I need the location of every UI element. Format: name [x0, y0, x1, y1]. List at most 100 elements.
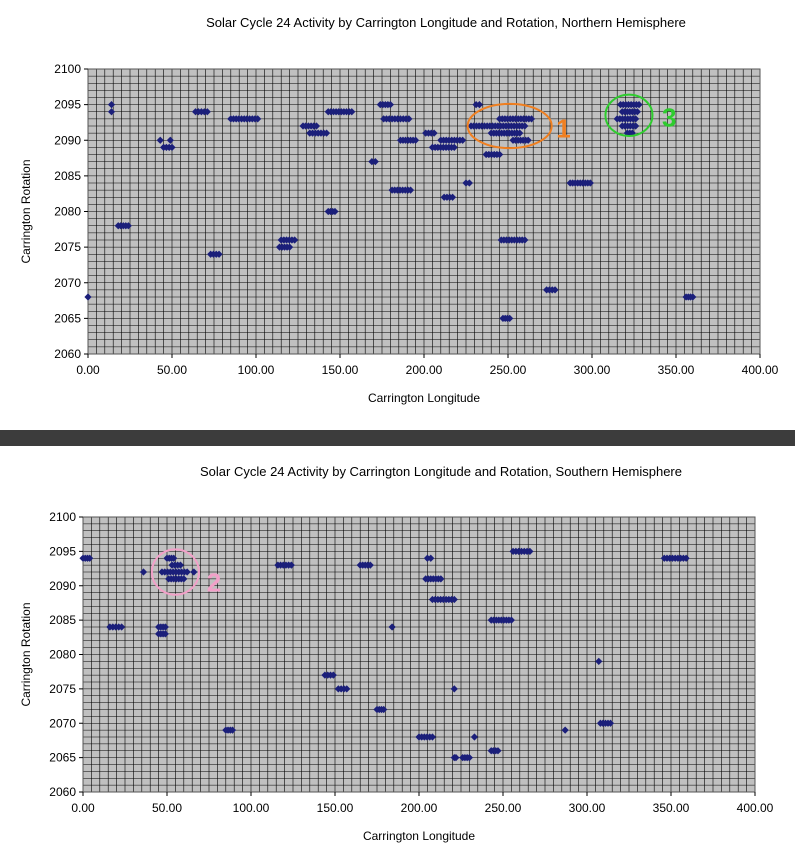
- data-point: [386, 101, 394, 109]
- x-tick-label: 300.00: [574, 363, 611, 377]
- data-points: [79, 547, 690, 762]
- data-point: [228, 726, 237, 734]
- x-tick-label: 250.00: [490, 363, 527, 377]
- y-tick-label: 2080: [54, 205, 81, 219]
- data-point: [506, 314, 514, 322]
- data-point: [635, 101, 643, 109]
- data-point: [551, 286, 559, 294]
- data-point: [459, 136, 467, 144]
- y-tick-label: 2060: [54, 347, 81, 361]
- data-point: [437, 575, 445, 583]
- chart-title: Solar Cycle 24 Activity by Carrington Lo…: [206, 15, 686, 30]
- annotation-label: 1: [556, 113, 570, 143]
- data-point: [203, 108, 211, 116]
- x-tick-label: 100.00: [233, 801, 270, 815]
- x-tick-label: 0.00: [76, 363, 100, 377]
- data-point: [366, 561, 374, 569]
- data-point: [507, 616, 515, 624]
- data-point: [371, 158, 379, 166]
- annotation-ellipse: [466, 102, 553, 150]
- data-point: [494, 747, 502, 755]
- north-scatter-chart: Solar Cycle 24 Activity by Carrington Lo…: [19, 15, 779, 405]
- data-point: [450, 685, 458, 693]
- data-point: [176, 561, 185, 569]
- data-point: [156, 136, 164, 144]
- data-point: [428, 733, 437, 741]
- data-point: [470, 733, 479, 741]
- y-tick-label: 2075: [54, 240, 81, 254]
- data-point: [388, 623, 396, 631]
- y-tick-label: 2085: [49, 613, 76, 627]
- data-point: [586, 179, 594, 187]
- data-point: [166, 136, 174, 144]
- data-points: [84, 101, 697, 322]
- data-point: [331, 207, 339, 216]
- data-point: [86, 554, 94, 562]
- annotation-label: 3: [662, 103, 676, 133]
- data-point: [465, 754, 473, 762]
- data-point: [527, 115, 536, 123]
- x-axis-label: Carrington Longitude: [363, 829, 475, 843]
- data-point: [632, 115, 640, 123]
- data-point: [448, 193, 457, 201]
- data-point: [170, 554, 178, 562]
- x-axis: 0.00 50.00 100.00 150.00 200.00 250.00 300.00 3…: [71, 792, 774, 815]
- data-point: [215, 250, 223, 258]
- south-chart-panel: Solar Cycle 24 Activity by Carrington Lo…: [0, 446, 795, 855]
- data-point: [521, 236, 529, 244]
- data-point: [322, 129, 331, 137]
- data-point: [689, 293, 697, 301]
- data-point: [430, 129, 438, 137]
- data-point: [168, 143, 176, 151]
- data-point: [521, 122, 529, 130]
- grid-lines: [82, 516, 756, 793]
- y-tick-label: 2095: [54, 98, 81, 112]
- x-tick-label: 200.00: [401, 801, 438, 815]
- y-tick-label: 2070: [54, 276, 81, 290]
- panel-divider: [0, 430, 795, 446]
- data-point: [496, 150, 504, 159]
- data-point: [343, 685, 351, 693]
- data-point: [329, 671, 337, 679]
- annotation-ellipse: [150, 548, 200, 596]
- data-point: [633, 108, 641, 116]
- x-tick-label: 200.00: [406, 363, 443, 377]
- data-point: [348, 108, 356, 116]
- data-point: [287, 561, 295, 569]
- data-point: [405, 115, 413, 123]
- data-point: [561, 726, 569, 734]
- data-point: [516, 129, 524, 137]
- data-point: [412, 136, 420, 144]
- chart-title: Solar Cycle 24 Activity by Carrington Lo…: [200, 464, 682, 479]
- data-point: [606, 719, 615, 727]
- x-tick-label: 350.00: [653, 801, 690, 815]
- y-axis-label: Carrington Rotation: [19, 602, 33, 706]
- y-tick-label: 2080: [49, 648, 76, 662]
- data-point: [107, 108, 116, 116]
- data-point: [465, 179, 473, 187]
- data-point: [475, 101, 484, 109]
- y-tick-label: 2090: [54, 133, 81, 147]
- data-point: [84, 293, 92, 301]
- y-tick-label: 2075: [49, 682, 76, 696]
- data-point: [427, 554, 435, 562]
- x-tick-label: 350.00: [658, 363, 695, 377]
- annotation-label: 2: [207, 567, 221, 597]
- x-tick-label: 50.00: [157, 363, 187, 377]
- y-tick-label: 2065: [49, 751, 76, 765]
- data-point: [450, 595, 458, 604]
- y-tick-label: 2085: [54, 169, 81, 183]
- data-point: [139, 568, 148, 576]
- data-point: [183, 568, 191, 576]
- y-axis: 2060 2065 2070 2075 2080 2085 2090 2095 2100: [49, 510, 83, 799]
- y-tick-label: 2100: [54, 62, 81, 76]
- x-tick-label: 50.00: [152, 801, 182, 815]
- grid-lines: [87, 68, 761, 355]
- data-point: [450, 143, 458, 151]
- data-point: [107, 101, 116, 109]
- data-point: [118, 623, 126, 631]
- data-point: [526, 547, 534, 555]
- y-tick-label: 2090: [49, 579, 76, 593]
- data-point: [190, 568, 198, 576]
- x-tick-label: 0.00: [71, 801, 95, 815]
